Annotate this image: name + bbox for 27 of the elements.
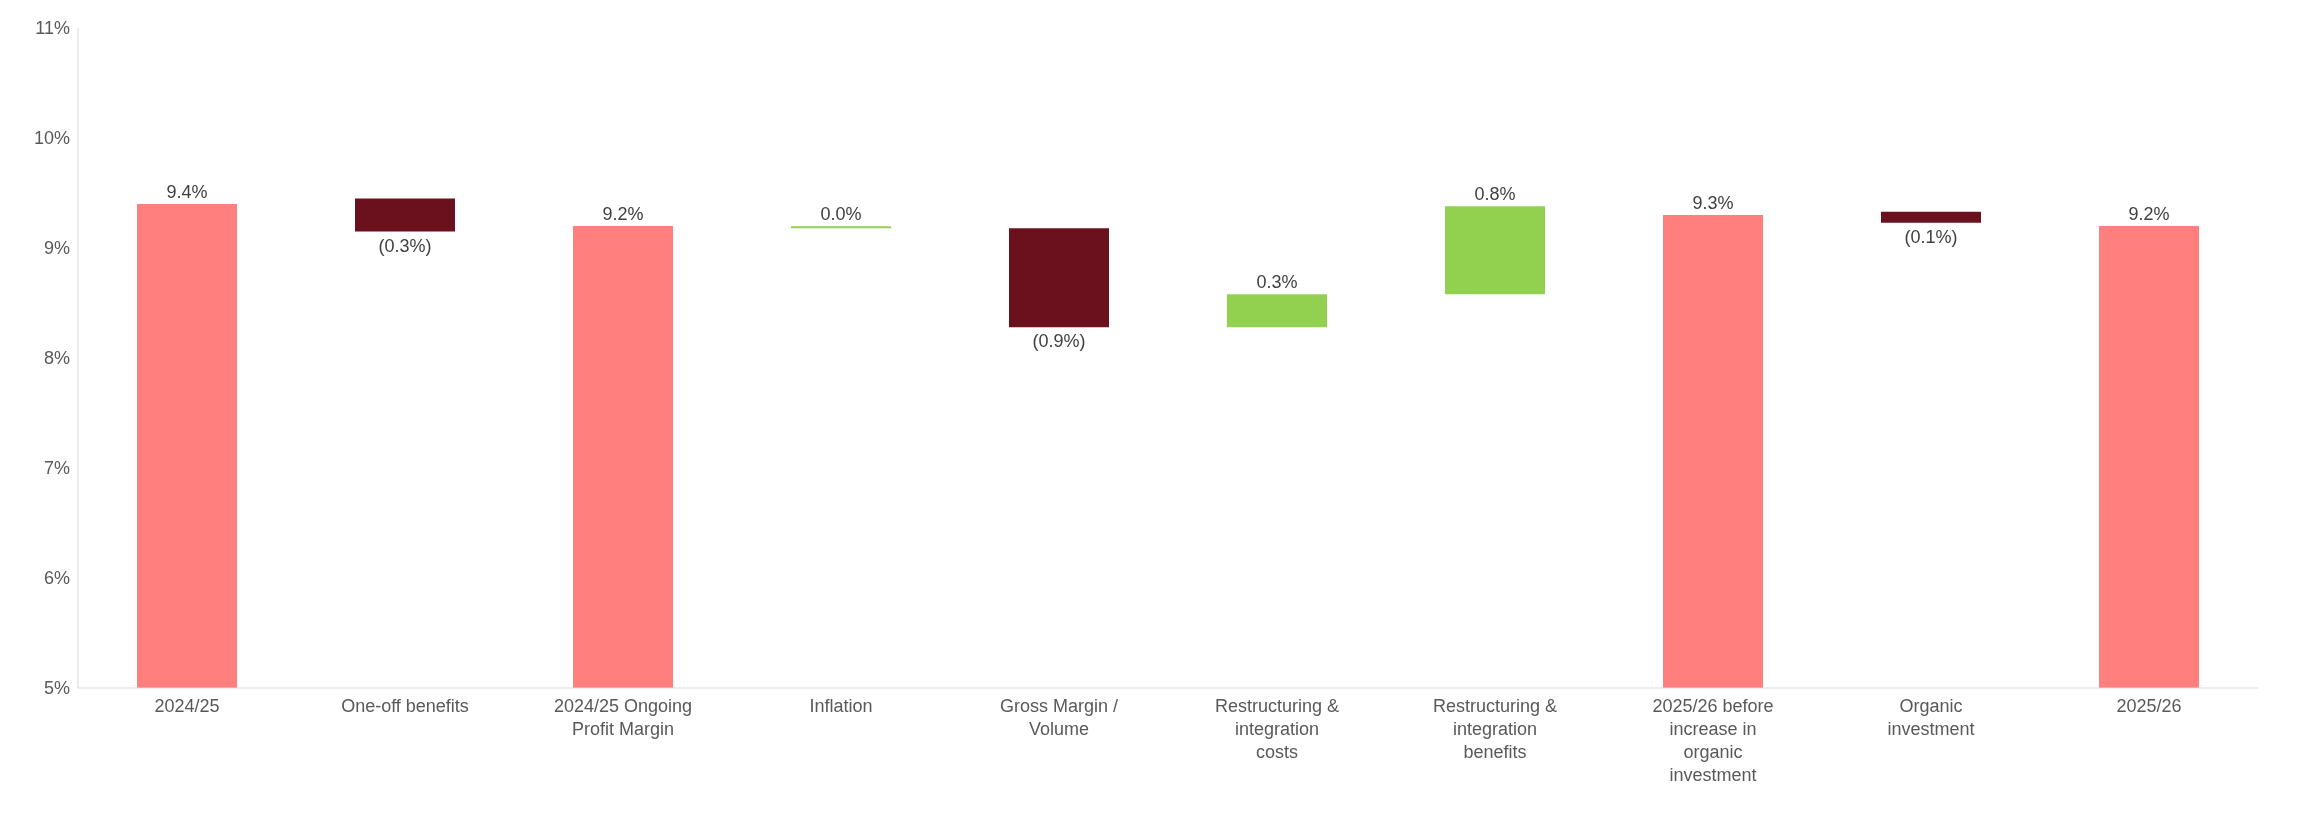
data-label: 0.0%	[820, 204, 862, 225]
y-tick-label: 11%	[35, 18, 70, 39]
y-tick-label: 5%	[43, 678, 70, 699]
data-label: (0.9%)	[1032, 331, 1086, 352]
data-label: (0.3%)	[378, 235, 432, 256]
data-label: (0.1%)	[1904, 226, 1958, 247]
data-label: 0.8%	[1474, 184, 1516, 205]
y-tick-label: 10%	[33, 128, 70, 149]
x-tick-label: Inflation	[809, 696, 873, 716]
x-tick-label: 2025/26	[2116, 696, 2182, 716]
x-tick-label: Gross Margin / Volume	[999, 696, 1119, 739]
y-tick-label: 7%	[43, 458, 70, 479]
y-tick-label: 6%	[43, 568, 70, 589]
x-tick-label: 2024/25 Ongoing Profit Margin	[553, 696, 693, 739]
y-tick-label: 9%	[43, 238, 70, 259]
x-tick-label: One-off benefits	[341, 696, 469, 716]
x-tick-label: Restructuring & integration benefits	[1432, 696, 1558, 762]
x-tick-label: 2025/26 before increase in organic investment	[1652, 696, 1774, 785]
data-label: 9.4%	[166, 182, 208, 202]
y-tick-label: 8%	[43, 348, 70, 369]
data-label: 9.2%	[602, 204, 644, 224]
x-tick-label: Restructuring & integration costs	[1214, 696, 1340, 762]
data-label: 9.3%	[1692, 193, 1734, 213]
x-tick-label: 2024/25	[154, 696, 220, 716]
x-tick-label: Organic investment	[1887, 696, 1975, 739]
data-label: 0.3%	[1256, 272, 1298, 293]
data-label: 9.2%	[2128, 204, 2170, 224]
